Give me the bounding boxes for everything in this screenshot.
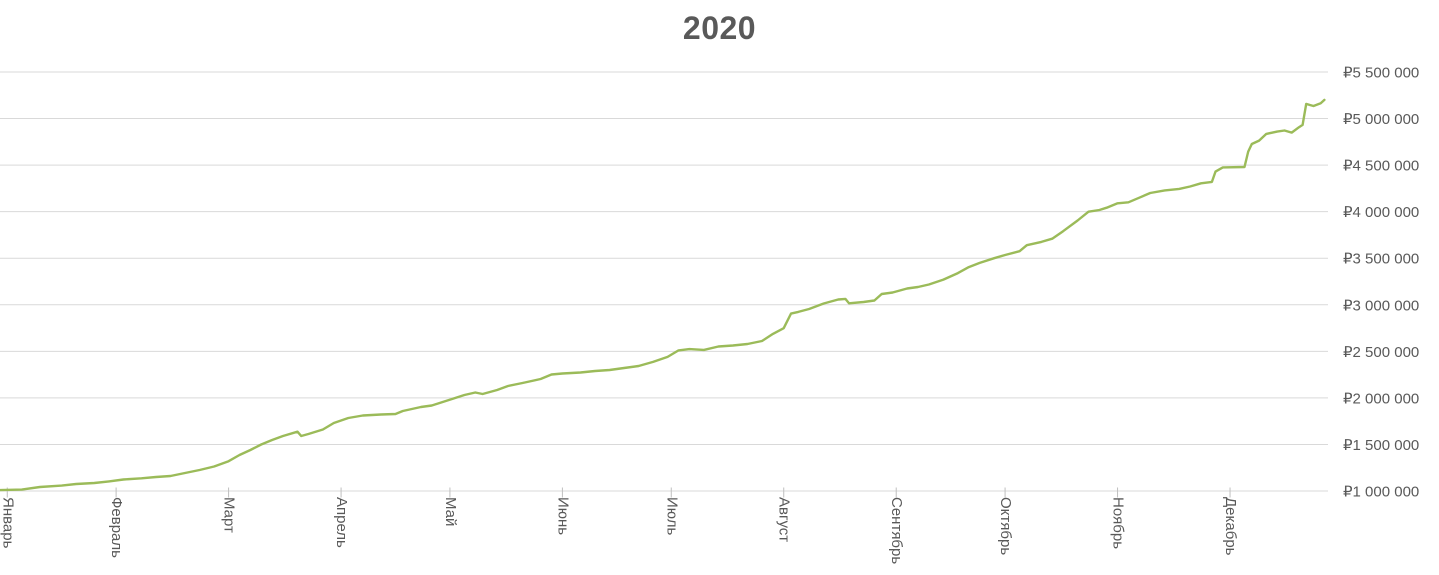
x-axis-month-label: Сентябрь [888, 497, 905, 564]
x-axis-month-label: Декабрь [1222, 497, 1239, 556]
y-axis-label: ₽2 000 000 [1343, 390, 1419, 407]
y-axis-label: ₽2 500 000 [1343, 344, 1419, 361]
y-axis-label: ₽4 500 000 [1343, 158, 1419, 175]
y-axis-label: ₽4 000 000 [1343, 204, 1419, 221]
y-axis-label: ₽1 000 000 [1343, 484, 1419, 501]
x-axis-month-label: Ноябрь [1110, 497, 1127, 549]
x-axis-month-label: Апрель [333, 497, 350, 548]
chart-title: 2020 [682, 10, 757, 46]
data-line-series [0, 98, 1326, 492]
x-axis-month-label: Август [776, 497, 793, 542]
x-axis-month-label: Июнь [554, 497, 571, 535]
y-axis-label: ₽3 000 000 [1343, 297, 1419, 314]
y-axis-label: ₽1 500 000 [1343, 437, 1419, 454]
y-axis-label: ₽5 000 000 [1343, 111, 1419, 128]
x-axis-month-label: Октябрь [997, 497, 1014, 555]
x-axis-month-label: Июль [663, 497, 680, 535]
x-axis-month-label: Февраль [108, 497, 125, 558]
x-axis-month-label: Март [221, 497, 238, 533]
x-axis-month-label: Май [442, 497, 459, 526]
y-axis-label: ₽3 500 000 [1343, 251, 1419, 268]
y-axis-label: ₽5 500 000 [1343, 65, 1419, 82]
x-axis-month-label: Январь [0, 497, 16, 549]
